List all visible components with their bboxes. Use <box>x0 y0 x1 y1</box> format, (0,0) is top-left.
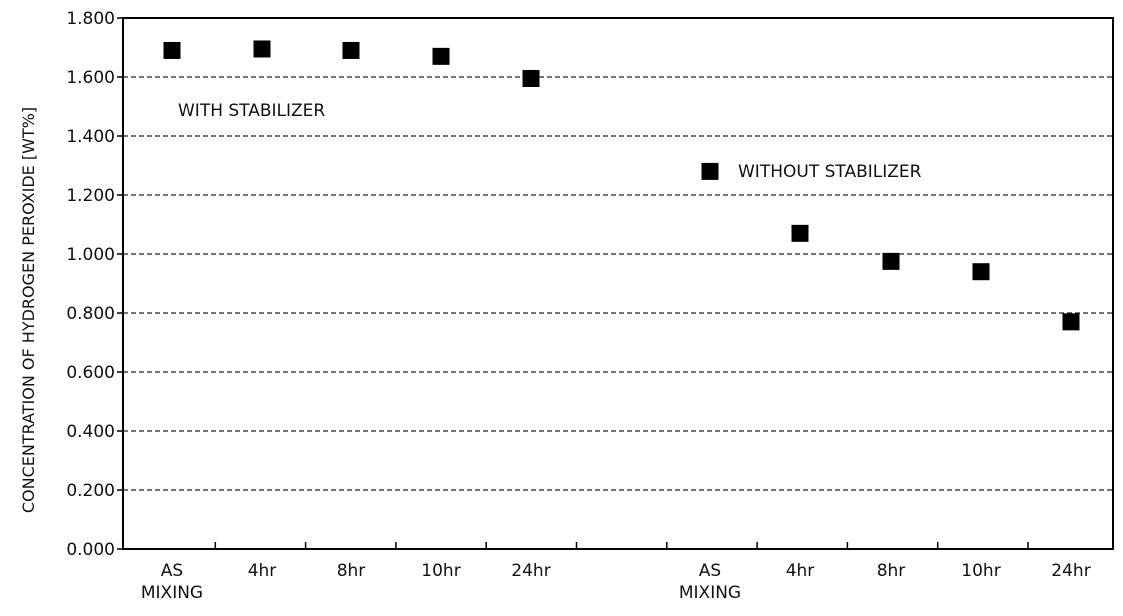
gridlines <box>123 77 1113 490</box>
y-tick-label: 0.000 <box>66 540 115 560</box>
data-point-without-stabilizer <box>973 263 990 280</box>
x-tick-label: 8hr <box>337 561 366 581</box>
y-axis: 0.000 0.200 0.400 0.600 0.800 1.000 1.200 1.400… <box>66 9 123 560</box>
data-point-with-stabilizer <box>523 70 540 87</box>
y-tick-label: 1.800 <box>66 9 115 29</box>
data-point-without-stabilizer <box>1063 313 1080 330</box>
data-point-with-stabilizer <box>254 40 271 57</box>
series-label-with-stabilizer: WITH STABILIZER <box>178 101 325 121</box>
data-points <box>164 40 1080 330</box>
y-tick-label: 1.400 <box>66 127 115 147</box>
x-tick-label: 24hr <box>511 561 550 581</box>
y-tick-label: 1.200 <box>66 186 115 206</box>
y-tick-label: 0.200 <box>66 481 115 501</box>
x-axis: ASMIXING 4hr 8hr 10hr 24hr ASMIXING 4hr 8hr 10hr… <box>141 542 1091 603</box>
y-axis-label: CONCENTRATION OF HYDROGEN PEROXIDE [WT%] <box>19 107 38 513</box>
x-tick-label: 10hr <box>421 561 460 581</box>
x-tick-label: 4hr <box>786 561 815 581</box>
x-tick-label: ASMIXING <box>679 561 741 603</box>
data-point-with-stabilizer <box>343 42 360 59</box>
data-point-without-stabilizer <box>702 163 719 180</box>
series-label-without-stabilizer: WITHOUT STABILIZER <box>738 162 922 182</box>
data-point-with-stabilizer <box>433 48 450 65</box>
data-point-without-stabilizer <box>792 225 809 242</box>
data-point-with-stabilizer <box>164 42 181 59</box>
x-tick-label: ASMIXING <box>141 561 203 603</box>
y-tick-label: 0.800 <box>66 304 115 324</box>
y-tick-label: 0.600 <box>66 363 115 383</box>
x-tick-label: 8hr <box>877 561 906 581</box>
data-point-without-stabilizer <box>883 253 900 270</box>
y-tick-label: 0.400 <box>66 422 115 442</box>
y-tick-label: 1.000 <box>66 245 115 265</box>
x-tick-label: 24hr <box>1051 561 1090 581</box>
y-tick-label: 1.600 <box>66 68 115 88</box>
series-labels: WITH STABILIZER WITHOUT STABILIZER <box>178 101 922 182</box>
x-tick-label: 10hr <box>961 561 1000 581</box>
x-tick-label: 4hr <box>248 561 277 581</box>
plot-area-frame <box>123 18 1113 549</box>
